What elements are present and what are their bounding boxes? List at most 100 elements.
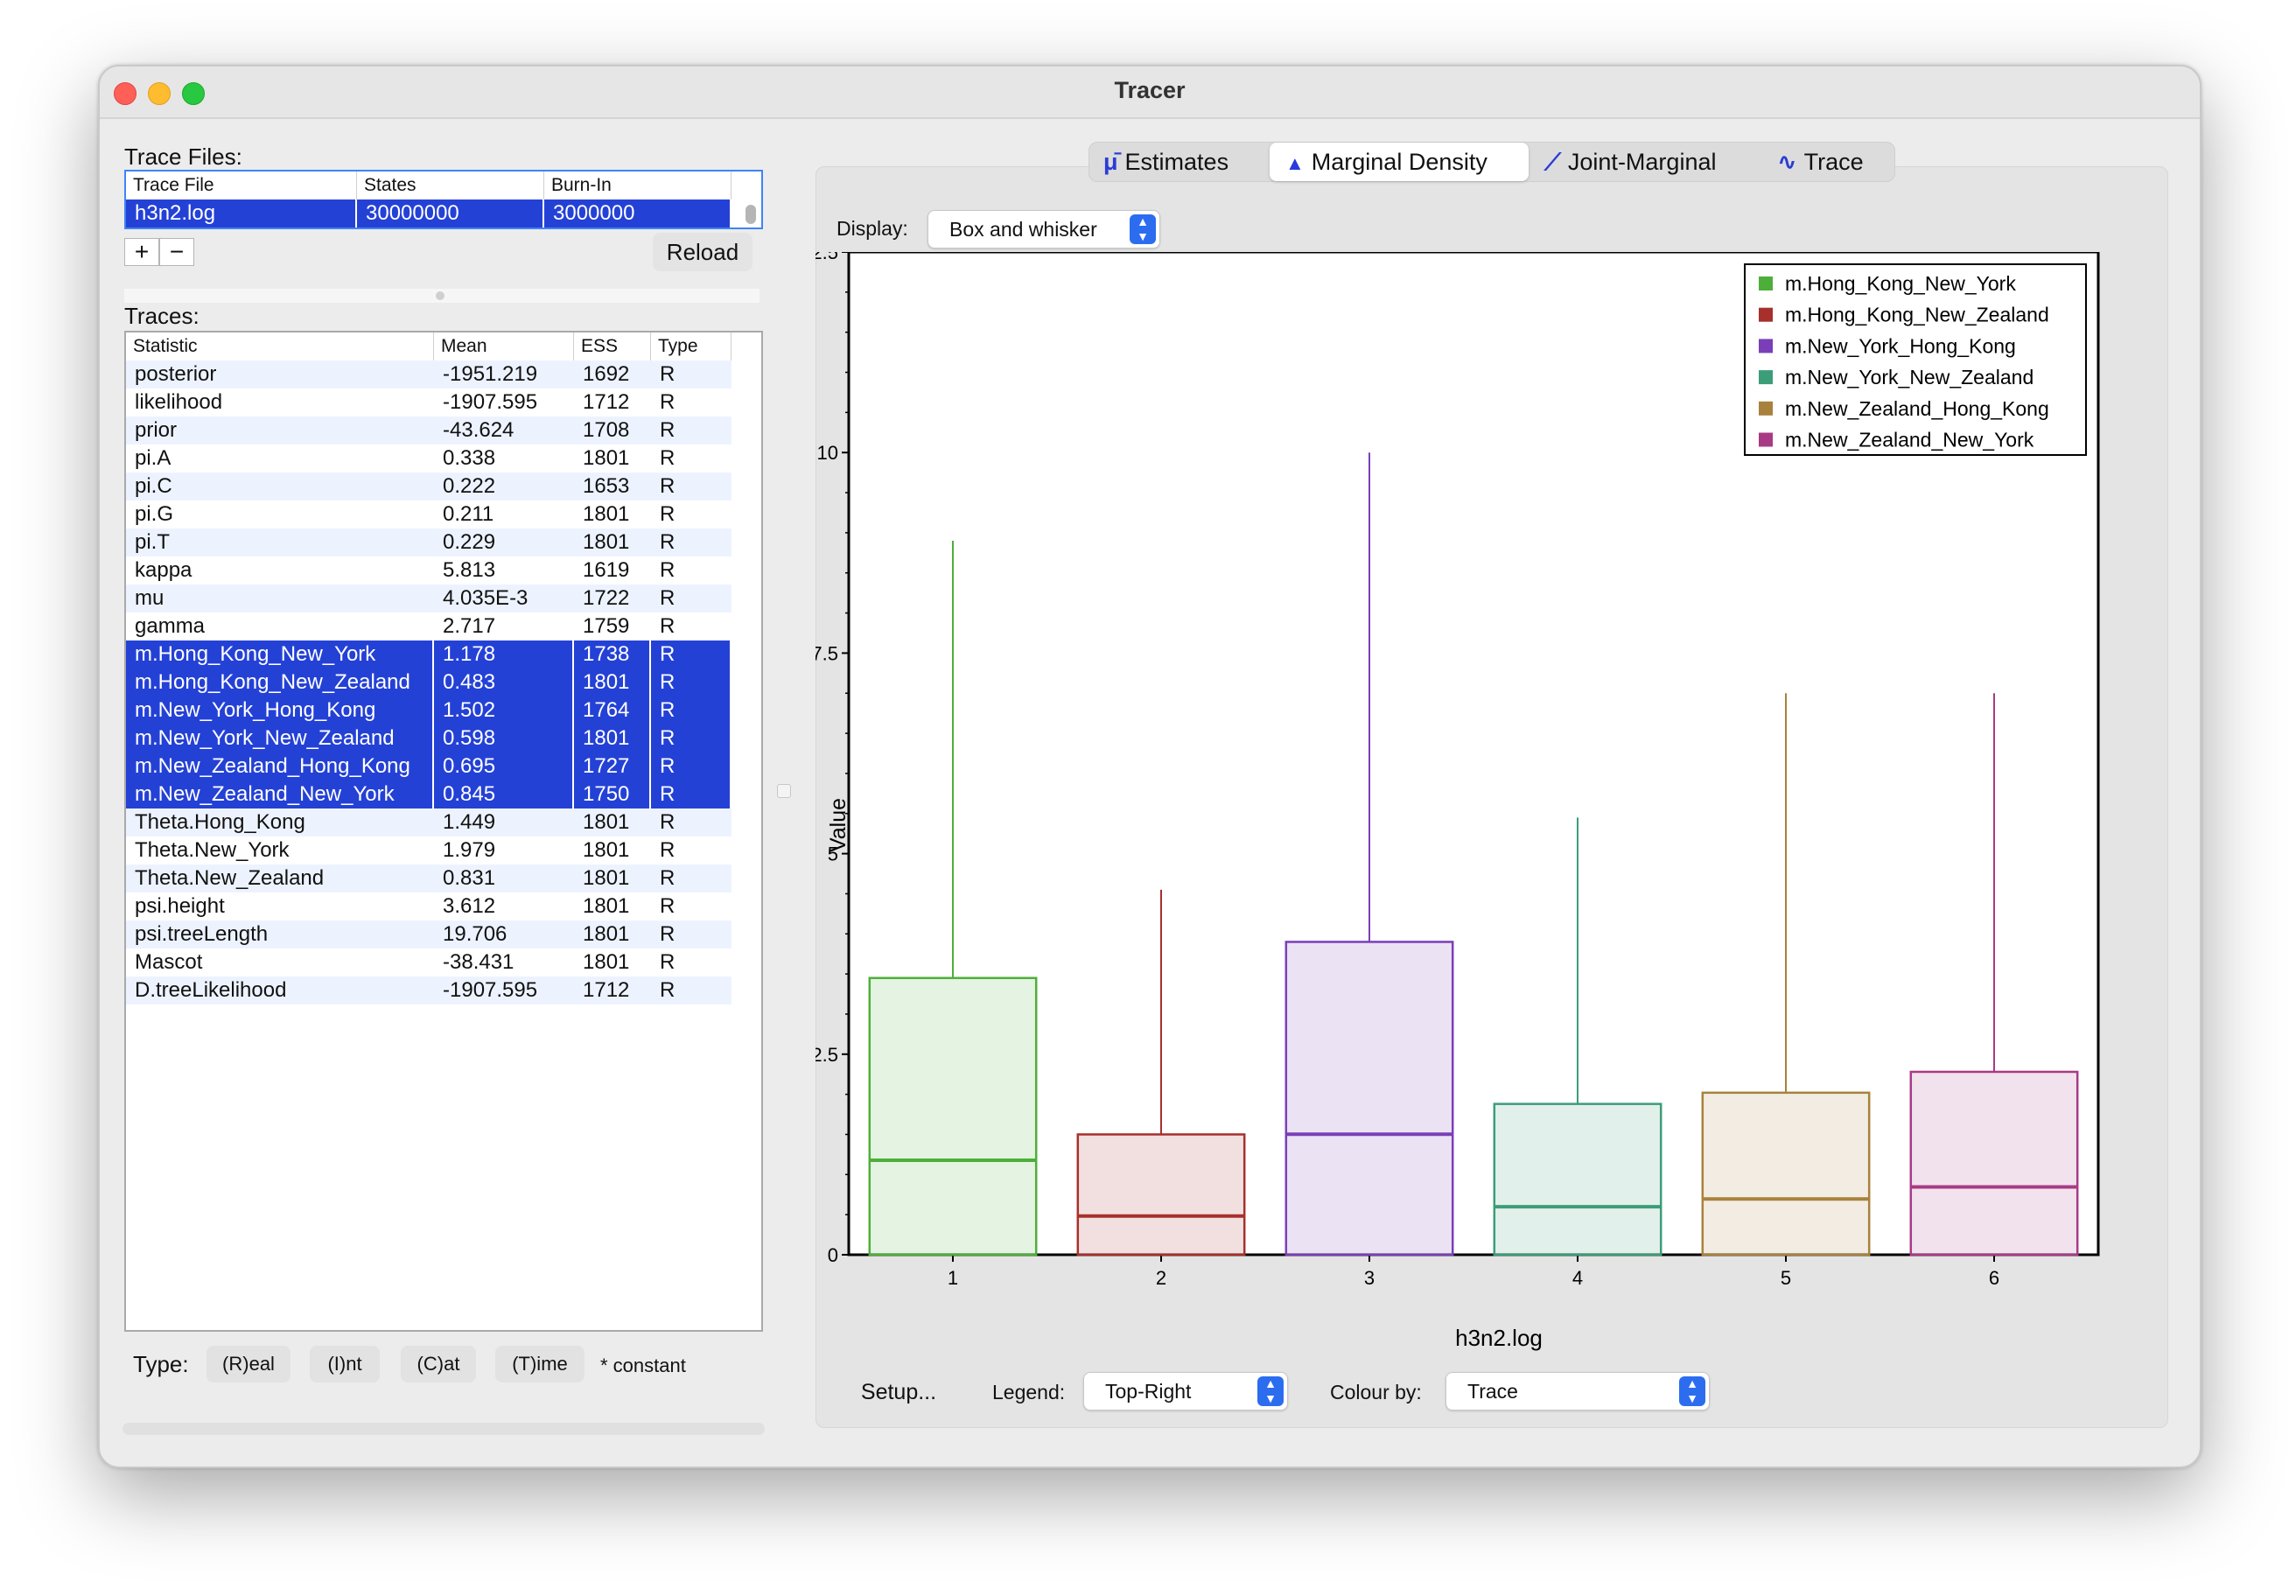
trace-cell-stat: pi.T: [126, 528, 434, 556]
trace-cell-mean: -1907.595: [434, 976, 574, 1004]
y-tick-label: 12.5: [816, 252, 838, 263]
constant-note: * constant: [600, 1354, 686, 1376]
tab-trace[interactable]: ∿ Trace: [1777, 143, 1891, 181]
legend-select[interactable]: Top-Right ▲ ▼: [1083, 1372, 1288, 1410]
chevron-updown-icon: ▲ ▼: [1257, 1376, 1284, 1406]
trace-cell-stat: pi.C: [126, 472, 434, 500]
box-4: [1493, 817, 1662, 1256]
trace-row[interactable]: Theta.Hong_Kong 1.449 1801 R: [126, 808, 732, 836]
col-mean[interactable]: Mean: [434, 332, 574, 360]
trace-files-table[interactable]: Trace File States Burn-In h3n2.log 30000…: [124, 170, 763, 229]
trace-cell-mean: -38.431: [443, 950, 514, 974]
trace-file-row[interactable]: h3n2.log 30000000 3000000: [126, 200, 732, 228]
time-type-button[interactable]: (T)ime: [495, 1346, 584, 1382]
display-select[interactable]: Box and whisker ▲ ▼: [928, 210, 1160, 248]
col-ess[interactable]: ESS: [574, 332, 651, 360]
cat-type-button[interactable]: (C)at: [401, 1346, 476, 1382]
legend-swatch: [1759, 307, 1773, 322]
colour-by-select[interactable]: Trace ▲ ▼: [1446, 1372, 1710, 1410]
tab-estimates[interactable]: μ̄ Estimates: [1103, 143, 1270, 181]
trace-row[interactable]: kappa 5.813 1619 R: [126, 556, 732, 584]
trace-row[interactable]: D.treeLikelihood -1907.595 1712 R: [126, 976, 732, 1004]
y-tick-label: 7.5: [816, 642, 838, 664]
trace-row[interactable]: likelihood -1907.595 1712 R: [126, 388, 732, 416]
split-divider[interactable]: [124, 289, 760, 303]
reload-button[interactable]: Reload: [653, 233, 752, 271]
trace-row[interactable]: m.New_York_New_Zealand 0.598 1801 R: [126, 724, 732, 752]
trace-row[interactable]: pi.G 0.211 1801 R: [126, 500, 732, 528]
trace-row[interactable]: m.Hong_Kong_New_York 1.178 1738 R: [126, 640, 732, 668]
trace-row[interactable]: Theta.New_York 1.979 1801 R: [126, 836, 732, 864]
col-states[interactable]: States: [357, 172, 544, 200]
trace-row[interactable]: Theta.New_Zealand 0.831 1801 R: [126, 864, 732, 892]
joint-icon: ⟋: [1544, 149, 1561, 175]
trace-row[interactable]: pi.T 0.229 1801 R: [126, 528, 732, 556]
trace-row[interactable]: posterior -1951.219 1692 R: [126, 360, 732, 388]
window-title: Tracer: [1114, 77, 1186, 103]
trace-file-states: 30000000: [357, 200, 544, 228]
box-whisker-chart[interactable]: 0 2.5 5 7.5 10 12.5 1 2 3 4 5 6 Value h3n2.log m.H…: [816, 252, 2166, 1416]
box-body: [1909, 1070, 2079, 1256]
traces-header: Statistic Mean ESS Type: [126, 332, 761, 360]
trace-cell-stat: m.New_Zealand_Hong_Kong: [126, 752, 434, 780]
trace-cell-type: R: [651, 668, 732, 696]
trace-cell-stat: D.treeLikelihood: [126, 976, 434, 1004]
trace-cell-stat: gamma: [135, 614, 206, 638]
trace-row[interactable]: psi.treeLength 19.706 1801 R: [126, 920, 732, 948]
remove-trace-file-button[interactable]: −: [159, 238, 194, 266]
col-trace-file[interactable]: Trace File: [126, 172, 357, 200]
real-type-button[interactable]: (R)eal: [206, 1346, 290, 1382]
trace-cell-ess: 1727: [574, 752, 651, 780]
trace-cell-mean: 1.502: [434, 696, 574, 724]
trace-cell-stat: m.New_Zealand_New_York: [126, 780, 434, 808]
zoom-window-button[interactable]: [182, 82, 205, 105]
trace-cell-mean: 1.178: [434, 640, 574, 668]
minimize-window-button[interactable]: [148, 82, 171, 105]
split-handle[interactable]: [436, 291, 444, 300]
trace-row[interactable]: pi.A 0.338 1801 R: [126, 444, 732, 472]
trace-row[interactable]: m.New_Zealand_Hong_Kong 0.695 1727 R: [126, 752, 732, 780]
trace-cell-type: R: [651, 976, 732, 1004]
trace-files-scrollbar[interactable]: [746, 205, 756, 224]
trace-row[interactable]: m.Hong_Kong_New_Zealand 0.483 1801 R: [126, 668, 732, 696]
panel-split-handle[interactable]: [777, 784, 791, 798]
left-horizontal-scrollbar[interactable]: [122, 1423, 765, 1435]
trace-cell-ess: 1801: [583, 950, 630, 974]
x-tick-label: 3: [1364, 1267, 1375, 1289]
trace-cell-mean: 0.695: [434, 752, 574, 780]
tab-marginal-density[interactable]: ▲ Marginal Density: [1270, 143, 1529, 181]
trace-cell-type: R: [651, 864, 732, 892]
trace-cell-mean: 2.717: [443, 614, 496, 638]
trace-cell-mean: 4.035E-3: [434, 584, 574, 612]
setup-button[interactable]: Setup...: [842, 1372, 956, 1412]
close-window-button[interactable]: [114, 82, 136, 105]
int-type-button[interactable]: (I)nt: [310, 1346, 380, 1382]
trace-row[interactable]: Mascot -38.431 1801 R: [126, 948, 732, 976]
traces-table[interactable]: Statistic Mean ESS Type posterior -1951.2…: [124, 331, 763, 1332]
trace-row[interactable]: gamma 2.717 1759 R: [126, 612, 732, 640]
trace-cell-mean: -1907.595: [443, 390, 538, 414]
col-burn-in[interactable]: Burn-In: [544, 172, 732, 200]
trace-row[interactable]: m.New_Zealand_New_York 0.845 1750 R: [126, 780, 732, 808]
trace-cell-type: R: [660, 614, 676, 638]
trace-cell-stat: prior: [126, 416, 434, 444]
trace-file-name: h3n2.log: [126, 200, 357, 228]
trace-cell-mean: 0.483: [434, 668, 574, 696]
trace-row[interactable]: psi.height 3.612 1801 R: [126, 892, 732, 920]
trace-row[interactable]: pi.C 0.222 1653 R: [126, 472, 732, 500]
col-statistic[interactable]: Statistic: [126, 332, 434, 360]
trace-row[interactable]: m.New_York_Hong_Kong 1.502 1764 R: [126, 696, 732, 724]
legend-entry: m.Hong_Kong_New_Zealand: [1785, 304, 2049, 326]
add-trace-file-button[interactable]: +: [124, 238, 159, 266]
trace-cell-mean: 0.222: [434, 472, 574, 500]
trace-cell-ess: 1801: [574, 864, 651, 892]
traces-label: Traces:: [124, 303, 200, 329]
trace-cell-ess: 1653: [574, 472, 651, 500]
trace-row[interactable]: mu 4.035E-3 1722 R: [126, 584, 732, 612]
trace-row[interactable]: prior -43.624 1708 R: [126, 416, 732, 444]
tab-joint-marginal[interactable]: ⟋ Joint-Marginal: [1544, 143, 1763, 181]
x-axis: 1 2 3 4 5 6: [948, 1255, 1999, 1289]
col-type[interactable]: Type: [651, 332, 732, 360]
trace-cell-ess: 1764: [574, 696, 651, 724]
trace-cell-mean: 0.831: [434, 864, 574, 892]
